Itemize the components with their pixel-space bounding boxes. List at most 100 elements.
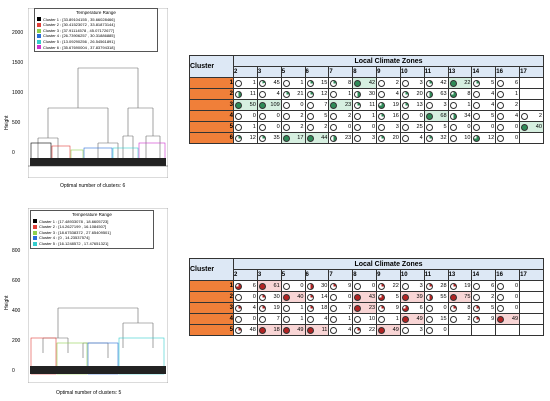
bottom-cell-value: 6 — [252, 283, 256, 289]
top-cell-value: 5 — [324, 113, 328, 119]
bottom-cell: 28 — [423, 280, 449, 292]
top-proportion-icon — [330, 79, 338, 87]
top-proportion-icon — [473, 123, 481, 131]
bottom-cell: 1 — [328, 313, 354, 325]
top-proportion-icon — [473, 134, 481, 142]
top-cell-content: 11 — [354, 101, 376, 110]
top-cell: 8 — [447, 88, 473, 100]
top-table-row: 2 11 4 21 12 1 30 4 20 63 8 4 1 — [189, 88, 544, 100]
top-proportion-icon — [235, 90, 242, 98]
bottom-cell-content: 0 — [497, 282, 519, 291]
top-proportion-icon — [378, 79, 386, 87]
bottom-legend-item: Cluster 2 : [14.2627199 , 16.1084507] — [33, 224, 151, 230]
top-cluster-id: 2 — [189, 88, 234, 100]
top-cell-value: 6 — [515, 80, 519, 86]
bottom-cell: 11 — [304, 324, 330, 336]
bottom-cell-content: 75 — [449, 293, 471, 302]
bottom-cell-value: 9 — [348, 283, 352, 289]
bottom-cell-value: 0 — [515, 283, 519, 289]
bottom-cell: 49 — [280, 324, 306, 336]
top-cell-value: 30 — [368, 91, 376, 97]
top-legend-label: Cluster 4 : [26.73906257 , 30.31886885] — [43, 33, 115, 39]
top-proportion-icon — [401, 123, 409, 131]
top-cell-value: 5 — [491, 80, 495, 86]
bottom-cell-content: 4 — [234, 304, 256, 313]
bottom-cell-content: 9 — [473, 315, 495, 324]
top-cell: 4 — [256, 88, 282, 100]
bottom-cell-value: 55 — [440, 294, 447, 300]
bottom-cell: 49 — [376, 324, 401, 336]
top-cell: 44 — [304, 132, 330, 144]
bottom-zone-header: 7 — [328, 269, 354, 281]
bottom-cell — [519, 302, 544, 314]
bottom-cell-content: 0 — [425, 304, 447, 313]
top-legend-swatch — [37, 45, 41, 50]
top-y-tick: 1500 — [12, 60, 24, 66]
top-cell-value: 15 — [321, 80, 328, 86]
bottom-cell-value: 6 — [491, 283, 495, 289]
top-cell-content: 15 — [306, 79, 328, 88]
bottom-proportion-icon — [473, 315, 481, 323]
top-cell-content: 7 — [306, 101, 328, 110]
top-cell-content: 1 — [234, 79, 256, 88]
top-cell-value: 7 — [324, 102, 328, 108]
top-legend-swatch — [37, 39, 41, 44]
bottom-cell-content: 0 — [497, 304, 519, 313]
top-proportion-icon — [401, 79, 409, 87]
top-cell-value: 0 — [467, 124, 471, 130]
bottom-cell-value: 22 — [368, 327, 376, 333]
top-cell-content: 4 — [473, 90, 495, 99]
top-cell: 1 — [495, 88, 521, 100]
bottom-proportion-icon — [258, 315, 266, 323]
top-cell-value: 11 — [250, 91, 256, 97]
bottom-cell-content: 1 — [282, 304, 304, 313]
bottom-cell-value: 0 — [252, 294, 256, 300]
bottom-proportion-icon — [306, 304, 314, 312]
top-y-tick: 1000 — [12, 90, 24, 96]
top-cell-content: 0 — [497, 123, 519, 132]
top-cell-content: 12 — [473, 134, 495, 143]
top-cell-content: 42 — [425, 79, 447, 88]
bottom-zone-header-row: 2 3 5 6 7 8 9 10 11 13 14 16 17 — [190, 269, 544, 281]
top-proportion-icon — [306, 101, 314, 109]
bottom-proportion-icon — [425, 304, 433, 312]
top-zone-header: 9 — [376, 66, 401, 78]
bottom-cell-value: 49 — [297, 327, 304, 333]
top-proportion-icon — [449, 123, 457, 131]
bottom-cell-value: 19 — [273, 305, 280, 311]
top-cell-content: 20 — [401, 90, 423, 99]
top-y-tick: 500 — [12, 120, 21, 126]
top-cell-content: 2 — [282, 123, 304, 132]
bottom-cell-content: 9 — [330, 282, 352, 291]
bottom-legend-swatch — [33, 219, 37, 224]
top-cell: 109 — [256, 99, 282, 111]
bottom-table-body: 1 6 61 0 30 9 0 22 3 28 19 6 0 2 0 30 40 14 0 43 5 39 55 75 2 0 3 4… — [189, 280, 544, 336]
bottom-cell-value: 0 — [515, 305, 519, 311]
bottom-cell: 0 — [495, 302, 521, 314]
bottom-legend-item: Cluster 5 : [16.1248572 , 17.47651321] — [33, 241, 151, 247]
bottom-cell: 4 — [233, 302, 258, 314]
bottom-proportion-icon — [425, 293, 433, 301]
bottom-proportion-icon — [354, 304, 362, 312]
top-proportion-icon — [354, 90, 362, 98]
top-cell-content: 2 — [282, 112, 304, 121]
top-cell: 20 — [376, 132, 401, 144]
top-zone-header: 6 — [304, 66, 330, 78]
bottom-proportion-icon — [282, 282, 290, 290]
top-cell-value: 1 — [467, 102, 471, 108]
top-proportion-icon — [473, 112, 481, 120]
bottom-proportion-icon — [235, 326, 242, 334]
bottom-cell: 0 — [495, 280, 521, 292]
top-cell: 22 — [447, 77, 473, 89]
top-cell: 5 — [471, 77, 497, 89]
bottom-cell-content: 1 — [330, 315, 352, 324]
bottom-proportion-icon — [378, 293, 386, 301]
top-cell: 5 — [304, 110, 330, 122]
bottom-proportion-icon — [497, 315, 505, 323]
bottom-cell: 5 — [376, 291, 401, 303]
top-proportion-icon — [306, 134, 314, 142]
bottom-cell-content: 7 — [258, 315, 280, 324]
bottom-proportion-icon — [378, 304, 386, 312]
bottom-proportion-icon — [473, 293, 481, 301]
top-proportion-icon — [378, 123, 386, 131]
